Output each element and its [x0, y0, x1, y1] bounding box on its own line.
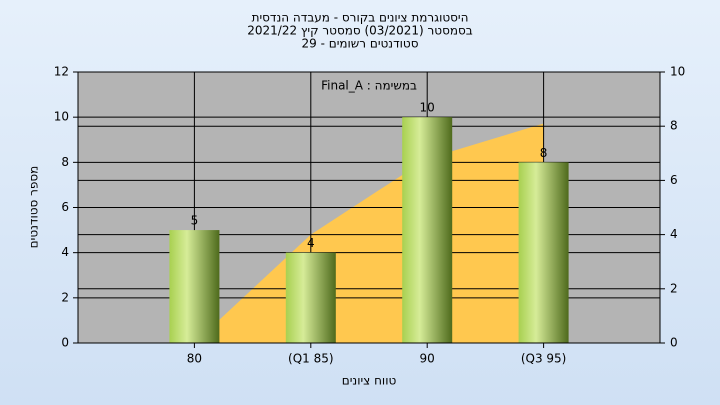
chart-title: היסטוגרמת ציונים בקורס - מעבדה הנדסית — [252, 11, 469, 25]
y2-tick-label: 2 — [670, 281, 678, 295]
x-axis-label: טווח ציונים — [342, 374, 397, 388]
bar — [169, 230, 220, 343]
annotation: Final_A : במשימה — [321, 79, 417, 93]
x-tick-label: (Q3 95) — [521, 352, 567, 366]
data-label: 5 — [191, 214, 199, 228]
bar — [402, 117, 453, 344]
y2-tick-label: 8 — [670, 119, 678, 133]
y-tick-label: 10 — [54, 110, 69, 124]
y-tick-label: 12 — [54, 65, 69, 79]
chart-title: סטודנטים רשומים - 29 — [301, 37, 418, 51]
y2-tick-label: 10 — [670, 65, 685, 79]
data-label: 4 — [307, 236, 315, 250]
y-tick-label: 0 — [61, 336, 69, 350]
y-tick-label: 8 — [61, 155, 69, 169]
bar — [518, 162, 569, 343]
y-tick-label: 6 — [61, 200, 69, 214]
y2-tick-label: 4 — [670, 227, 678, 241]
y2-tick-label: 6 — [670, 173, 678, 187]
y-axis-label: מספר סטודנטים — [27, 166, 41, 249]
bar — [285, 252, 336, 343]
x-tick-label: 80 — [187, 352, 202, 366]
chart-title: בסמסטר (03/2021) סמסטר קיץ 2021/22 — [247, 24, 473, 38]
data-label: 8 — [540, 146, 548, 160]
y-tick-label: 2 — [61, 290, 69, 304]
x-tick-label: 90 — [420, 352, 435, 366]
y-tick-label: 4 — [61, 245, 69, 259]
area — [194, 123, 544, 344]
x-tick-label: (Q1 85) — [288, 352, 334, 366]
y2-tick-label: 0 — [670, 336, 678, 350]
data-label: 10 — [420, 101, 435, 115]
